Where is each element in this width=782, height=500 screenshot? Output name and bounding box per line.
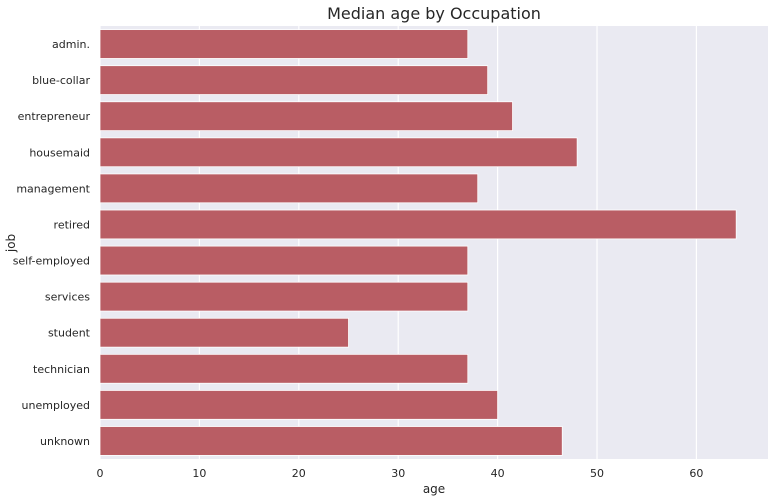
y-tick-label: housemaid xyxy=(29,146,90,159)
bar-unemployed xyxy=(99,390,499,420)
x-axis-label: age xyxy=(423,482,445,496)
bar-admin xyxy=(99,29,469,59)
y-axis-label: job xyxy=(4,234,18,253)
bar-services xyxy=(99,281,469,312)
bar-technician xyxy=(99,353,469,384)
bar-retired xyxy=(99,209,737,240)
x-tick-label: 10 xyxy=(192,467,206,480)
y-tick-labels: admin. blue-collar entrepreneur housemaid ma… xyxy=(13,38,91,448)
grid-lines xyxy=(99,26,698,459)
bar-management xyxy=(99,173,479,204)
y-tick-label: technician xyxy=(33,363,90,376)
x-tick-labels: 0 10 20 30 40 50 60 xyxy=(97,467,704,480)
bar-unknown xyxy=(99,426,563,456)
x-tick-label: 30 xyxy=(391,467,405,480)
x-tick-label: 60 xyxy=(689,467,703,480)
bar-housemaid xyxy=(99,137,578,168)
y-tick-label: entrepreneur xyxy=(18,110,91,123)
y-tick-label: unemployed xyxy=(22,399,90,412)
x-tick-label: 40 xyxy=(491,467,505,480)
bar-self-employed xyxy=(99,245,469,276)
bar-student xyxy=(99,317,349,348)
plot-area xyxy=(100,26,768,459)
y-tick-label: services xyxy=(45,291,90,304)
bar-blue-collar xyxy=(99,65,489,95)
x-tick-label: 20 xyxy=(292,467,306,480)
y-tick-label: retired xyxy=(54,218,90,231)
y-tick-label: admin. xyxy=(52,38,90,51)
bars xyxy=(99,29,737,456)
x-tick-label: 50 xyxy=(590,467,604,480)
x-tick-label: 0 xyxy=(97,467,104,480)
chart-title: Median age by Occupation xyxy=(327,4,541,23)
y-tick-label: management xyxy=(16,182,90,195)
y-tick-label: unknown xyxy=(40,435,90,448)
y-tick-label: blue-collar xyxy=(32,74,90,87)
bar-entrepreneur xyxy=(99,101,513,132)
y-tick-label: self-employed xyxy=(13,255,90,268)
y-tick-label: student xyxy=(48,327,91,340)
